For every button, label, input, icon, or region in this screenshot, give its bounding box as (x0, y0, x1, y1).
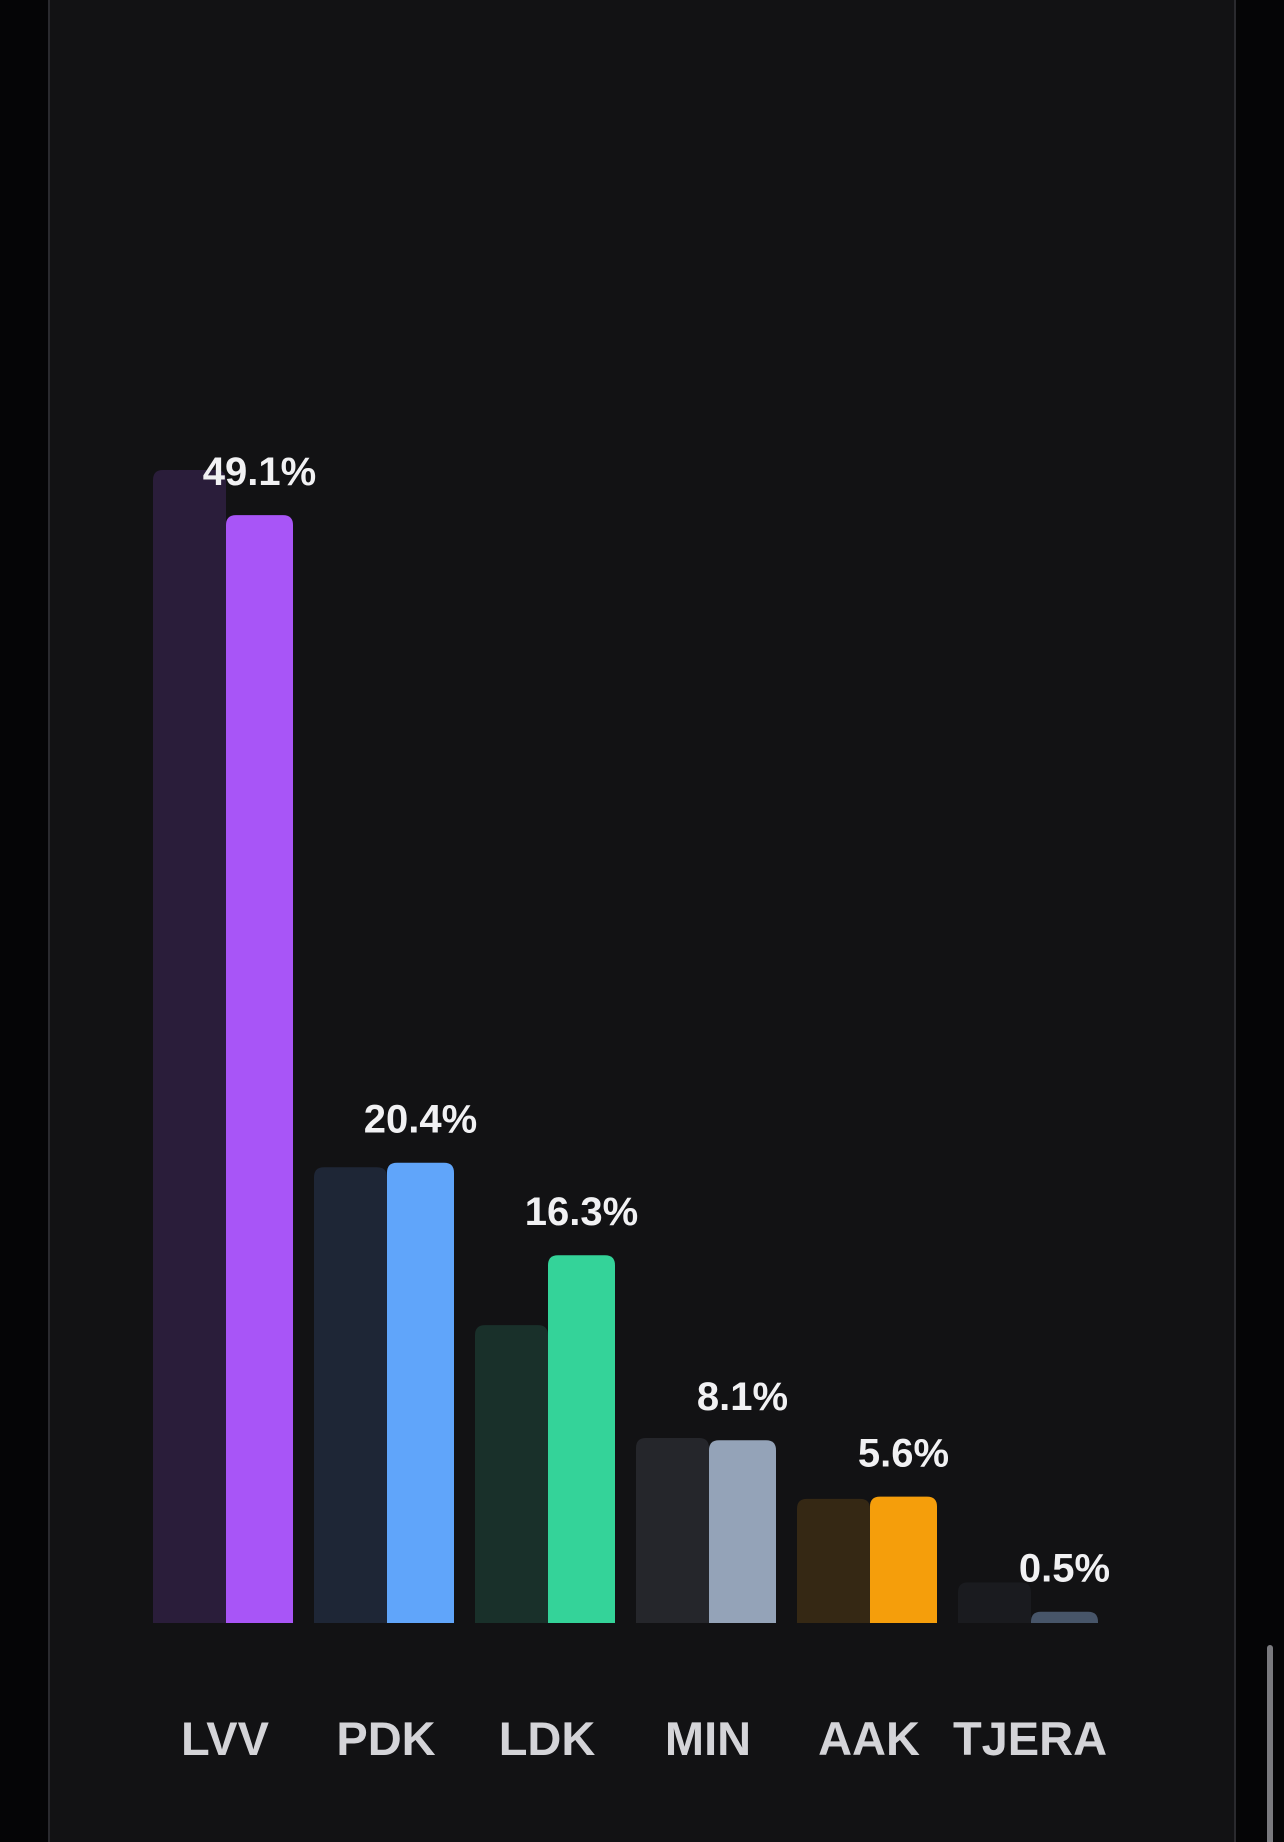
bar (475, 1325, 548, 1623)
bar (153, 470, 226, 1623)
value-label: 5.6% (858, 1432, 949, 1476)
x-tick-label: LDK (499, 1712, 596, 1765)
x-tick-label: LVV (181, 1712, 270, 1765)
bar (314, 1167, 387, 1623)
x-tick-label: TJERA (953, 1712, 1107, 1765)
x-tick-label: AAK (818, 1712, 920, 1765)
value-label: 20.4% (364, 1098, 477, 1142)
bar (636, 1437, 709, 1623)
x-tick-label: MIN (665, 1712, 751, 1765)
scrollbar[interactable] (1267, 1645, 1273, 1842)
value-label: 49.1% (203, 450, 316, 494)
bar (870, 1496, 937, 1623)
bar (548, 1255, 615, 1623)
bar (797, 1498, 870, 1623)
x-tick-label: PDK (336, 1712, 435, 1765)
bar (1031, 1611, 1098, 1623)
plot: 49.1% LVV 20.4% PDK 16.3% LDK 8.1% MIN 5.6% AAK 0.… (153, 450, 1110, 1765)
value-label: 16.3% (525, 1190, 638, 1234)
bar (226, 515, 293, 1623)
value-label: 0.5% (1019, 1547, 1110, 1591)
bar (387, 1162, 454, 1623)
value-label: 8.1% (697, 1375, 788, 1419)
bar (958, 1582, 1031, 1623)
bar (709, 1440, 776, 1623)
